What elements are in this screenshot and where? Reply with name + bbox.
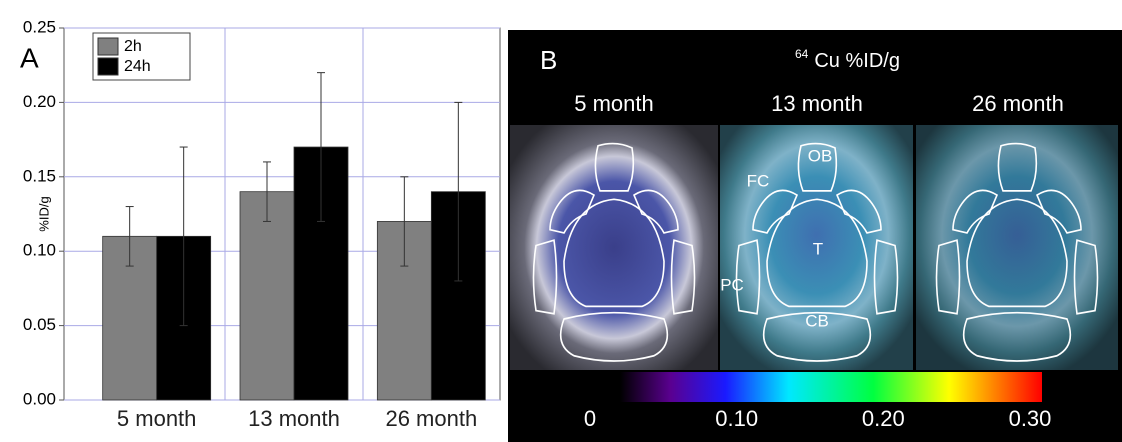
legend-label: 24h: [124, 58, 151, 75]
title-text: Cu %ID/g: [814, 50, 900, 72]
y-tick-label: 0.15: [23, 166, 56, 185]
legend-label: 2h: [124, 38, 142, 55]
x-tick-label: 13 month: [248, 406, 340, 431]
figure: A %ID/g B 64 Cu %ID/g OB FC T PC CB 0.00 0…: [0, 0, 1122, 442]
legend-swatch: [98, 38, 118, 55]
region-label: OB: [808, 146, 833, 165]
isotope-mass: 64: [795, 47, 809, 61]
region-label: FC: [747, 171, 770, 190]
region-label: CB: [805, 311, 829, 330]
x-tick-label: 5 month: [117, 406, 197, 431]
y-tick-label: 0.05: [23, 315, 56, 334]
brain-image: [916, 125, 1118, 370]
bar: [240, 192, 294, 400]
column-label: 26 month: [972, 91, 1064, 116]
column-label: 5 month: [574, 91, 654, 116]
y-tick-label: 0.10: [23, 241, 56, 260]
brain-image: [510, 125, 718, 370]
region-label: PC: [720, 275, 744, 294]
colorbar-tick-label: 0.20: [862, 406, 905, 431]
y-tick-label: 0.25: [23, 17, 56, 36]
y-axis-label: %ID/g: [36, 196, 51, 231]
y-tick-label: 0.00: [23, 389, 56, 408]
colorbar-tick-label: 0: [584, 406, 596, 431]
y-tick-label: 0.20: [23, 92, 56, 111]
colorbar: [620, 372, 1042, 402]
colorbar-tick-label: 0.10: [715, 406, 758, 431]
region-label: T: [813, 239, 823, 258]
panel-label: B: [540, 45, 557, 75]
column-label: 13 month: [771, 91, 863, 116]
legend-swatch: [98, 58, 118, 75]
panel-label: A: [20, 42, 39, 73]
x-tick-label: 26 month: [385, 406, 477, 431]
colorbar-tick-label: 0.30: [1009, 406, 1052, 431]
